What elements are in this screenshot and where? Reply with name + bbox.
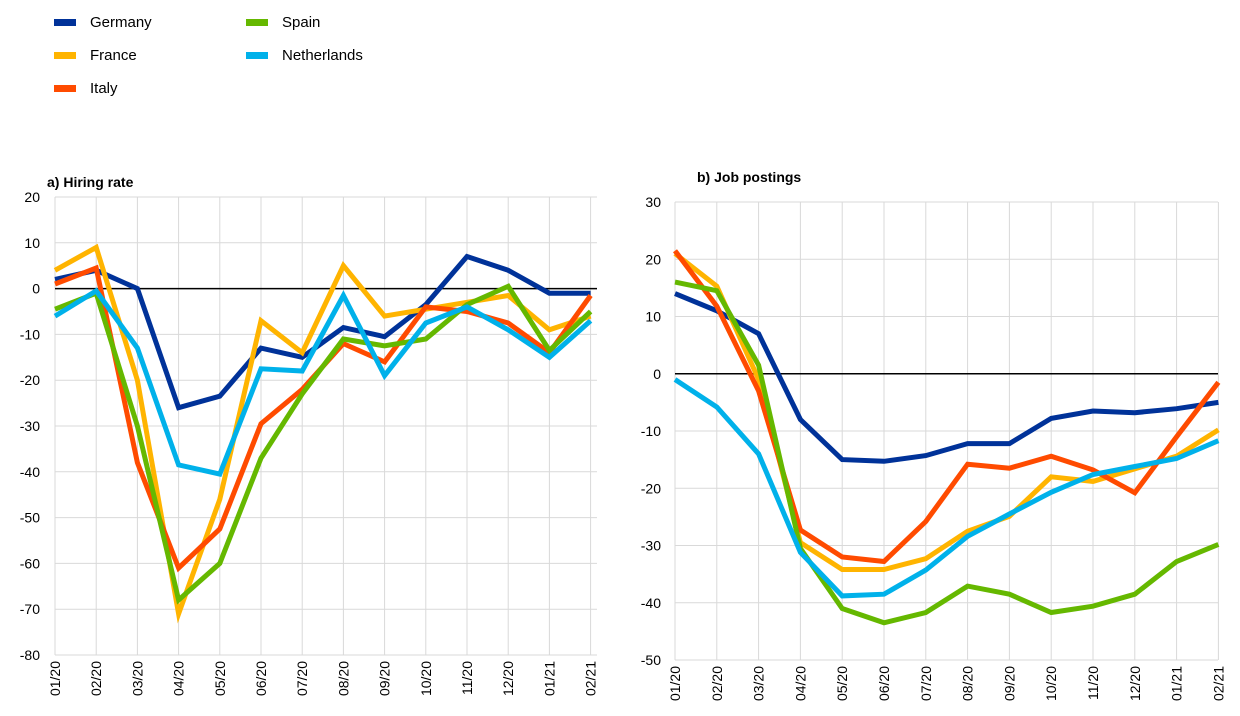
x-tick-label: 11/20 (1085, 666, 1101, 700)
series-line-germany (54, 253, 591, 411)
x-tick-label: 03/20 (751, 666, 767, 701)
legend-label-netherlands: Netherlands (282, 46, 363, 64)
legend-item-spain: Spain (246, 12, 320, 32)
y-tick-label: -30 (641, 538, 661, 554)
y-tick-label: 20 (24, 189, 40, 205)
y-tick-label: -20 (641, 480, 661, 496)
series-line-netherlands (673, 377, 1220, 599)
y-tick-label: 20 (645, 251, 661, 267)
x-tick-label: 02/20 (88, 661, 104, 696)
y-tick-label: -20 (20, 372, 40, 388)
legend-item-france: France (54, 45, 137, 65)
series-line-spain (674, 279, 1220, 626)
legend-label-france: France (90, 46, 137, 64)
legend-swatch-netherlands (246, 51, 268, 59)
y-tick-label: -70 (20, 601, 40, 617)
y-tick-label: 10 (645, 309, 661, 325)
x-tick-label: 09/20 (377, 661, 393, 696)
legend-swatch-spain (246, 18, 268, 26)
y-tick-label: -10 (20, 326, 40, 342)
legend-swatch-france (54, 51, 76, 59)
x-tick-label: 07/20 (918, 666, 934, 701)
x-tick-label: 11/20 (459, 661, 475, 695)
job-postings-chart: b) Job postings 30 20 10 0 -10 -20 -30 -40 -50 01… (641, 169, 1227, 701)
y-tick-label: -80 (20, 647, 40, 663)
y-tick-label: 0 (653, 366, 661, 382)
x-tick-label: 08/20 (335, 661, 351, 696)
x-tick-label: 06/20 (253, 661, 269, 696)
series-line-germany (674, 291, 1219, 464)
x-tick-label: 04/20 (171, 661, 187, 696)
y-tick-label: -30 (20, 418, 40, 434)
y-tick-label: -50 (20, 510, 40, 526)
x-tick-label: 02/21 (1210, 666, 1226, 701)
legend-label-spain: Spain (282, 13, 321, 31)
x-tick-label: 02/20 (709, 666, 725, 701)
series-line-italy (673, 249, 1221, 565)
x-tick-label: 01/21 (1169, 666, 1185, 701)
x-tick-label: 10/20 (418, 661, 434, 696)
x-tick-label: 08/20 (960, 666, 976, 701)
x-tick-label: 01/20 (47, 661, 63, 696)
y-tick-label: 0 (32, 281, 40, 297)
x-tick-label: 09/20 (1001, 666, 1017, 701)
x-tick-label: 01/20 (667, 666, 683, 701)
x-tick-label: 12/20 (500, 661, 516, 696)
chart-title-hiring-rate: a) Hiring rate (47, 174, 134, 190)
hiring-rate-chart: a) Hiring rate 20 10 0 -10 -20 -30 -40 -50 -60 -7… (20, 174, 599, 696)
x-tick-label: 04/20 (792, 666, 808, 701)
series-line-france (53, 243, 592, 624)
legend-item-germany: Germany (54, 12, 152, 32)
x-tick-label: 02/21 (583, 661, 599, 696)
y-tick-label: 30 (645, 194, 661, 210)
legend-swatch-italy (54, 84, 76, 92)
y-tick-label: -40 (20, 464, 40, 480)
x-tick-label: 03/20 (129, 661, 145, 696)
legend: Germany France Italy Spain Netherlands (0, 0, 420, 110)
legend-label-italy: Italy (90, 79, 118, 97)
y-tick-label: -60 (20, 555, 40, 571)
legend-swatch-germany (54, 18, 76, 26)
chart-title-job-postings: b) Job postings (697, 169, 801, 185)
x-tick-label: 05/20 (212, 661, 228, 696)
legend-label-germany: Germany (90, 13, 152, 31)
series-line-netherlands (53, 287, 593, 478)
x-tick-label: 07/20 (294, 661, 310, 696)
y-tick-label: -10 (641, 423, 661, 439)
x-tick-label: 12/20 (1127, 666, 1143, 701)
y-tick-label: -40 (641, 595, 661, 611)
y-tick-label: 10 (24, 235, 40, 251)
x-tick-label: 01/21 (541, 661, 557, 696)
legend-item-netherlands: Netherlands (246, 45, 363, 65)
x-tick-label: 06/20 (876, 666, 892, 701)
x-tick-label: 05/20 (834, 666, 850, 701)
series-line-spain (54, 283, 593, 605)
legend-item-italy: Italy (54, 78, 118, 98)
y-tick-label: -50 (641, 652, 661, 668)
x-tick-label: 10/20 (1043, 666, 1059, 701)
